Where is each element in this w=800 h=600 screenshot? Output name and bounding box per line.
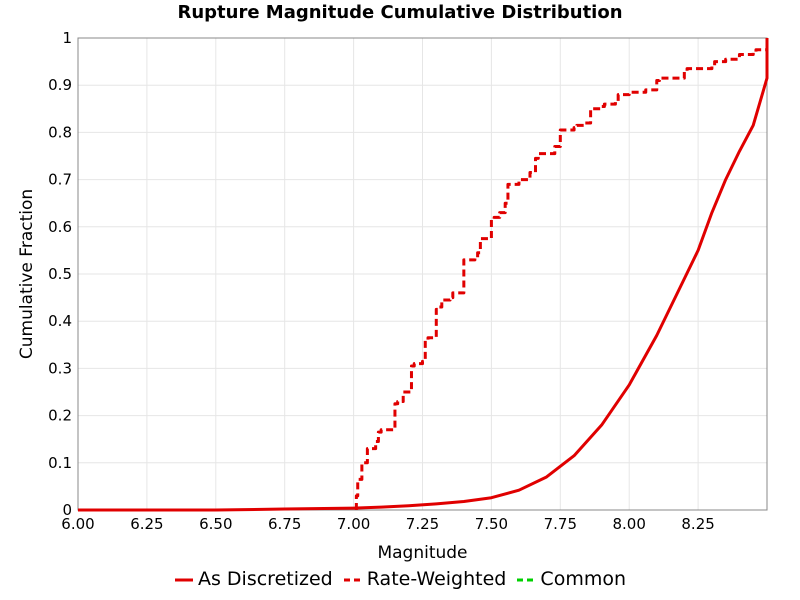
x-tick-label: 8.00	[612, 515, 645, 533]
series-line-rate-weighted	[354, 45, 769, 510]
legend: As Discretized Rate-Weighted Common	[0, 568, 800, 590]
legend-item-rate-weighted: Rate-Weighted	[343, 568, 507, 590]
x-tick-label: 7.25	[406, 515, 439, 533]
y-tick-label: 0.9	[48, 76, 72, 94]
x-tick-label: 7.50	[475, 515, 508, 533]
chart-plot: 6.00 6.25 6.50 6.75 7.00 7.25 7.50 7.75 8.00 8.25…	[17, 29, 769, 563]
x-tick-label: 7.75	[544, 515, 577, 533]
x-tick-label: 6.50	[199, 515, 232, 533]
y-tick-label: 0.7	[48, 171, 72, 189]
y-tick-label: 1	[62, 29, 72, 47]
x-tick-label: 8.25	[681, 515, 714, 533]
y-tick-label: 0	[62, 501, 72, 519]
legend-label: As Discretized	[197, 568, 333, 590]
legend-swatch-dashed-green	[517, 578, 536, 581]
y-tick-label: 0.6	[48, 218, 72, 236]
legend-label: Rate-Weighted	[366, 568, 507, 590]
y-axis-label: Cumulative Fraction	[17, 189, 37, 359]
chart-title: Rupture Magnitude Cumulative Distributio…	[177, 2, 623, 23]
series-line-as-discretized	[78, 38, 769, 512]
legend-label: Common	[540, 568, 626, 590]
x-tick-label: 7.00	[337, 515, 370, 533]
legend-swatch-dashed	[343, 578, 362, 581]
y-tick-label: 0.5	[48, 265, 72, 283]
x-tick-label: 6.00	[61, 515, 94, 533]
tick-labels: 6.00 6.25 6.50 6.75 7.00 7.25 7.50 7.75 8.00 8.25…	[48, 29, 715, 533]
plot-area-frame	[77, 37, 768, 511]
x-tick-label: 6.25	[130, 515, 163, 533]
y-tick-label: 0.8	[48, 123, 72, 141]
grid	[77, 37, 767, 511]
y-tick-label: 0.2	[48, 407, 72, 425]
legend-item-common: Common	[516, 568, 626, 590]
legend-item-as-discretized: As Discretized	[174, 568, 333, 590]
x-tick-label: 6.75	[268, 515, 301, 533]
legend-swatch-solid	[174, 578, 193, 581]
series-layer	[78, 38, 769, 512]
y-tick-label: 0.4	[48, 312, 72, 330]
y-tick-label: 0.1	[48, 454, 72, 472]
y-tick-label: 0.3	[48, 359, 72, 377]
x-axis-label: Magnitude	[377, 543, 467, 563]
